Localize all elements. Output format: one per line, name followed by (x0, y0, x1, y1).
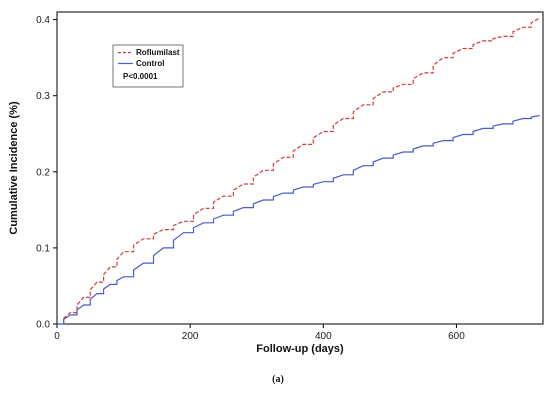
x-tick-label: 0 (54, 331, 60, 342)
series-layer (57, 17, 540, 325)
y-tick-label: 0.3 (36, 91, 50, 102)
y-tick-label: 0.0 (36, 320, 50, 331)
x-tick-label: 200 (182, 331, 199, 342)
plot-frame (56, 11, 544, 325)
legend-label-control: Control (136, 59, 164, 68)
y-tick-label: 0.2 (36, 167, 50, 178)
figure-caption: (a) (272, 374, 284, 385)
p-value-annotation: P<0.0001 (123, 72, 158, 81)
y-axis-ticks: 0.0 0.1 0.2 0.3 0.4 (36, 15, 57, 331)
y-tick-label: 0.4 (36, 15, 50, 26)
x-tick-label: 400 (315, 331, 332, 342)
y-axis-label: Cumulative Incidence (%) (8, 101, 20, 235)
x-axis-ticks: 0 200 400 600 (54, 324, 465, 342)
x-tick-label: 600 (448, 331, 465, 342)
legend: Roflumilast Control P<0.0001 (112, 44, 184, 88)
series-line-control (57, 114, 540, 325)
y-tick-label: 0.1 (36, 243, 50, 254)
legend-label-roflumilast: Roflumilast (136, 48, 180, 57)
x-axis-label: Follow-up (days) (256, 343, 344, 355)
series-line-roflumilast (57, 17, 540, 325)
